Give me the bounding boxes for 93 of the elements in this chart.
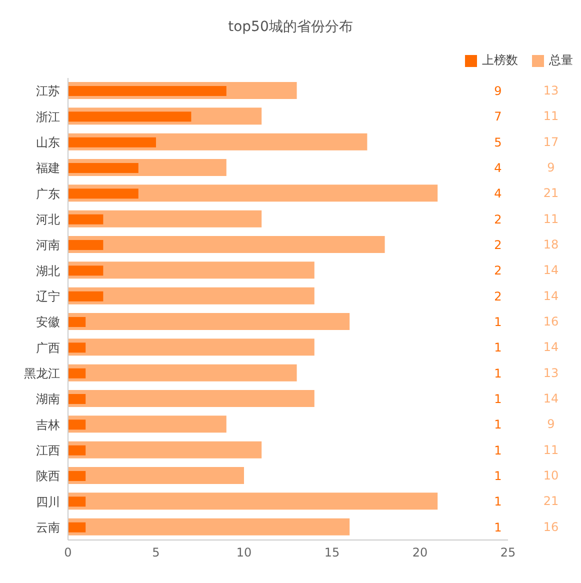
y-tick-label: 吉林: [36, 418, 60, 432]
data-label: 11: [543, 442, 559, 457]
bar: [68, 492, 438, 510]
data-label: 9: [494, 84, 502, 98]
bar: [68, 364, 297, 382]
bar: [68, 518, 350, 536]
y-tick-label: 四川: [36, 494, 60, 509]
bar: [68, 266, 104, 276]
bar: [68, 287, 314, 304]
data-label: 11: [543, 109, 559, 124]
data-label: 1: [494, 340, 502, 355]
data-label: 1: [494, 520, 502, 534]
bar: [68, 137, 156, 148]
bar: [68, 313, 350, 330]
bar: [68, 291, 104, 302]
data-label: 1: [494, 418, 502, 432]
bar: [68, 471, 86, 481]
x-tick-label: 0: [64, 546, 72, 560]
data-label: 11: [543, 212, 559, 226]
y-tick-label: 山东: [36, 135, 60, 150]
y-tick-label: 江西: [36, 443, 60, 458]
bar: [68, 368, 86, 378]
data-label: 9: [547, 417, 555, 432]
y-tick-label: 广东: [36, 186, 60, 201]
bar: [68, 262, 314, 279]
bar: [68, 467, 244, 484]
data-label: 16: [543, 520, 559, 534]
bar: [68, 445, 86, 456]
bar: [68, 112, 192, 122]
data-label: 1: [494, 494, 502, 509]
bar: [68, 338, 314, 356]
data-label: 16: [543, 314, 559, 328]
data-label: 1: [494, 366, 502, 380]
y-tick-label: 陕西: [36, 469, 60, 484]
data-label: 1: [494, 315, 502, 329]
data-label: 14: [543, 340, 559, 354]
data-label: 13: [543, 84, 559, 98]
bar: [68, 163, 138, 173]
data-label: 9: [547, 160, 555, 174]
legend-label: 总量: [549, 52, 573, 69]
data-label: 14: [543, 263, 559, 278]
bar: [68, 522, 86, 532]
y-tick-label: 河南: [36, 238, 60, 252]
y-tick-label: 河北: [36, 212, 60, 226]
bar: [68, 441, 262, 458]
data-label: 18: [543, 238, 559, 252]
data-label: 13: [543, 366, 559, 380]
data-label: 21: [543, 494, 559, 508]
data-label: 4: [494, 186, 502, 201]
x-tick-label: 20: [412, 546, 428, 560]
bar: [68, 394, 86, 404]
bar: [68, 236, 385, 253]
y-tick-label: 福建: [36, 161, 60, 176]
data-label: 1: [494, 392, 502, 406]
y-tick-label: 辽宁: [36, 289, 60, 304]
x-tick-label: 10: [236, 546, 252, 560]
data-label: 14: [543, 392, 559, 406]
bar: [68, 317, 86, 327]
data-label: 10: [543, 468, 559, 482]
data-label: 14: [543, 288, 559, 303]
bar: [68, 240, 104, 250]
data-label: 2: [494, 212, 502, 226]
data-label: 1: [494, 469, 502, 483]
bar: [68, 86, 226, 96]
data-label: 17: [543, 134, 559, 149]
legend-label: 上榜数: [482, 52, 518, 69]
bar: [68, 416, 226, 433]
x-tick-label: 25: [500, 546, 516, 560]
bar: [68, 342, 86, 353]
data-label: 21: [543, 186, 559, 200]
bar: [68, 496, 86, 507]
data-label: 7: [494, 110, 502, 124]
chart-title: top50城的省份分布: [227, 18, 354, 36]
bar: [68, 214, 104, 224]
y-tick-label: 云南: [36, 520, 60, 534]
y-tick-label: 湖北: [36, 264, 60, 278]
y-tick-label: 黑龙江: [24, 366, 60, 380]
y-tick-label: 湖南: [36, 392, 60, 406]
x-tick-label: 5: [152, 546, 160, 560]
data-label: 2: [494, 264, 502, 278]
data-label: 2: [494, 289, 502, 304]
bar: [68, 188, 138, 199]
data-label: 2: [494, 238, 502, 252]
data-label: 4: [494, 161, 502, 175]
x-tick-label: 15: [324, 546, 340, 560]
y-tick-label: 安徽: [36, 315, 60, 330]
y-tick-label: 浙江: [36, 110, 60, 124]
bar: [68, 420, 86, 430]
bar: [68, 390, 314, 407]
data-label: 5: [494, 135, 502, 150]
y-tick-label: 广西: [36, 340, 60, 355]
data-label: 1: [494, 443, 502, 458]
y-tick-label: 江苏: [36, 84, 60, 98]
